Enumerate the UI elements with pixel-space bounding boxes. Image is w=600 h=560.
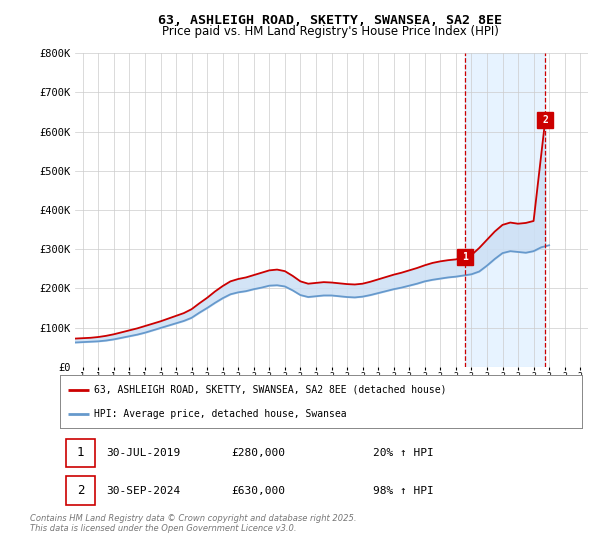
Text: HPI: Average price, detached house, Swansea: HPI: Average price, detached house, Swan… xyxy=(94,409,347,419)
Text: 63, ASHLEIGH ROAD, SKETTY, SWANSEA, SA2 8EE (detached house): 63, ASHLEIGH ROAD, SKETTY, SWANSEA, SA2 … xyxy=(94,385,446,395)
Text: 30-JUL-2019: 30-JUL-2019 xyxy=(106,448,181,458)
Text: £630,000: £630,000 xyxy=(232,486,286,496)
Text: £280,000: £280,000 xyxy=(232,448,286,458)
Text: 30-SEP-2024: 30-SEP-2024 xyxy=(106,486,181,496)
Text: 20% ↑ HPI: 20% ↑ HPI xyxy=(373,448,434,458)
Text: 98% ↑ HPI: 98% ↑ HPI xyxy=(373,486,434,496)
Text: Price paid vs. HM Land Registry's House Price Index (HPI): Price paid vs. HM Land Registry's House … xyxy=(161,25,499,38)
Bar xyxy=(465,53,545,367)
FancyBboxPatch shape xyxy=(66,477,95,505)
FancyBboxPatch shape xyxy=(66,438,95,467)
Text: 1: 1 xyxy=(462,252,467,262)
Text: 63, ASHLEIGH ROAD, SKETTY, SWANSEA, SA2 8EE: 63, ASHLEIGH ROAD, SKETTY, SWANSEA, SA2 … xyxy=(158,14,502,27)
Text: 1: 1 xyxy=(77,446,85,459)
Text: 2: 2 xyxy=(77,484,85,497)
Text: 2: 2 xyxy=(542,115,548,125)
Text: Contains HM Land Registry data © Crown copyright and database right 2025.
This d: Contains HM Land Registry data © Crown c… xyxy=(30,514,356,534)
